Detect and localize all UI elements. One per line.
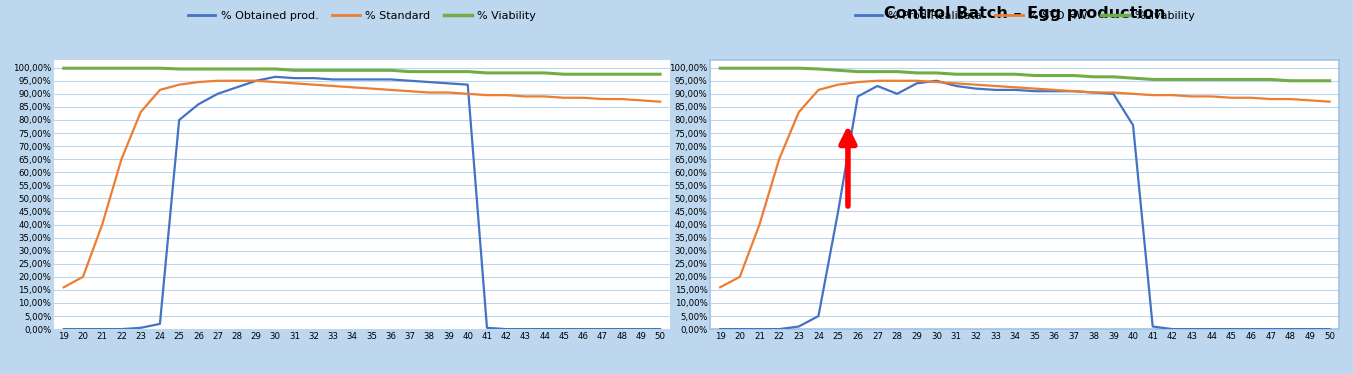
Title: Control Batch – Egg production: Control Batch – Egg production [885, 6, 1165, 21]
Legend: % Prod.Realizata, % STD HW, %Livability: % Prod.Realizata, % STD HW, %Livability [850, 6, 1200, 25]
Legend: % Obtained prod., % Standard, % Viability: % Obtained prod., % Standard, % Viabilit… [183, 6, 541, 25]
